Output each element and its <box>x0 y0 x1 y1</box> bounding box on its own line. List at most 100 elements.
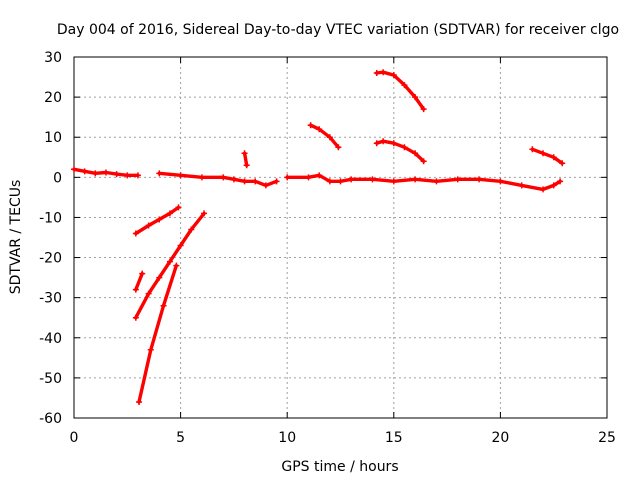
data-point <box>71 166 77 173</box>
x-tick-label: 20 <box>491 430 509 446</box>
data-point <box>175 204 182 211</box>
data-point <box>241 150 248 157</box>
data-point <box>145 290 152 297</box>
data-point <box>156 170 163 177</box>
data-point <box>550 154 557 161</box>
data-point <box>518 182 525 189</box>
series-drop-4 <box>137 263 179 404</box>
data-point <box>401 82 408 89</box>
x-axis-label: GPS time / hours <box>281 459 398 475</box>
x-tick-label: 25 <box>598 430 616 446</box>
data-point <box>433 178 440 185</box>
data-point <box>373 70 380 77</box>
data-point <box>390 140 397 147</box>
data-point <box>540 186 547 193</box>
data-point <box>173 262 180 269</box>
data-point <box>220 174 227 181</box>
data-point <box>284 174 291 181</box>
data-point <box>420 158 427 165</box>
data-point <box>454 176 461 183</box>
data-point <box>177 242 184 249</box>
x-tick-label: 0 <box>70 430 79 446</box>
plot-frame <box>73 56 608 419</box>
y-tick-label: 10 <box>44 130 62 146</box>
series-drop-1 <box>134 271 144 292</box>
data-point <box>335 144 342 151</box>
y-tick-label: -10 <box>39 210 62 226</box>
series-drop-3 <box>134 205 181 236</box>
series-arc-11h <box>309 123 341 150</box>
x-tick-label: 15 <box>385 430 403 446</box>
data-point <box>124 172 131 179</box>
data-point <box>201 210 208 217</box>
data-point <box>420 106 427 113</box>
data-point <box>373 140 380 147</box>
data-point <box>307 122 314 129</box>
data-point <box>316 172 323 179</box>
data-point <box>132 286 139 293</box>
data-point <box>166 258 173 265</box>
data-point <box>139 270 146 277</box>
y-tick-label: -60 <box>39 411 62 427</box>
data-point <box>81 168 88 175</box>
data-point <box>557 178 564 185</box>
data-point <box>147 346 154 353</box>
data-point <box>243 162 250 169</box>
x-tick-label: 5 <box>176 430 185 446</box>
data-point <box>316 126 323 133</box>
data-point <box>326 178 333 185</box>
data-point <box>188 226 195 233</box>
data-point <box>241 178 248 185</box>
data-point <box>102 169 109 176</box>
data-point <box>305 174 312 181</box>
data-point <box>136 398 143 405</box>
series-arc-14h-high <box>375 70 426 111</box>
data-point <box>380 138 387 145</box>
data-point <box>401 144 408 151</box>
data-point <box>134 172 141 179</box>
data-point <box>390 72 397 79</box>
data-point <box>326 134 333 141</box>
data-point <box>337 178 344 185</box>
series-arc-21h <box>530 147 564 166</box>
axis-ticks: 0 5 10 15 20 25 -60 -50 -40 -30 -20 -10 0 10 20 30 <box>39 50 616 446</box>
data-point <box>559 160 566 167</box>
data-point <box>369 176 376 183</box>
data-point <box>113 171 120 178</box>
data-point <box>230 176 237 183</box>
data-point <box>160 302 167 309</box>
data-point <box>550 182 557 189</box>
y-tick-label: 30 <box>44 50 62 66</box>
y-tick-label: -30 <box>39 291 62 307</box>
data-point <box>412 176 419 183</box>
x-tick-label: 10 <box>278 430 296 446</box>
data-point <box>348 176 355 183</box>
data-point <box>145 222 152 229</box>
data-point <box>529 146 536 153</box>
data-point <box>262 182 269 189</box>
series-baseline-b <box>157 171 279 188</box>
data-point <box>156 274 163 281</box>
chart-title: Day 004 of 2016, Sidereal Day-to-day VTE… <box>57 22 619 38</box>
grid-lines <box>74 57 607 418</box>
data-series <box>71 69 566 405</box>
y-tick-label: -20 <box>39 251 62 267</box>
data-point <box>390 178 397 185</box>
data-point <box>252 178 259 185</box>
data-point <box>476 176 483 183</box>
y-tick-label: -40 <box>39 331 62 347</box>
y-tick-label: 0 <box>53 170 62 186</box>
data-point <box>156 216 163 223</box>
data-point <box>412 150 419 157</box>
data-point <box>132 314 139 321</box>
data-point <box>177 172 184 179</box>
data-point <box>92 170 99 177</box>
y-axis-label: SDTVAR / TECUs <box>8 180 24 295</box>
data-point <box>412 94 419 101</box>
data-point <box>497 178 504 185</box>
data-point <box>540 150 547 157</box>
data-point <box>380 69 387 76</box>
y-tick-label: -50 <box>39 371 62 387</box>
data-point <box>132 230 139 237</box>
